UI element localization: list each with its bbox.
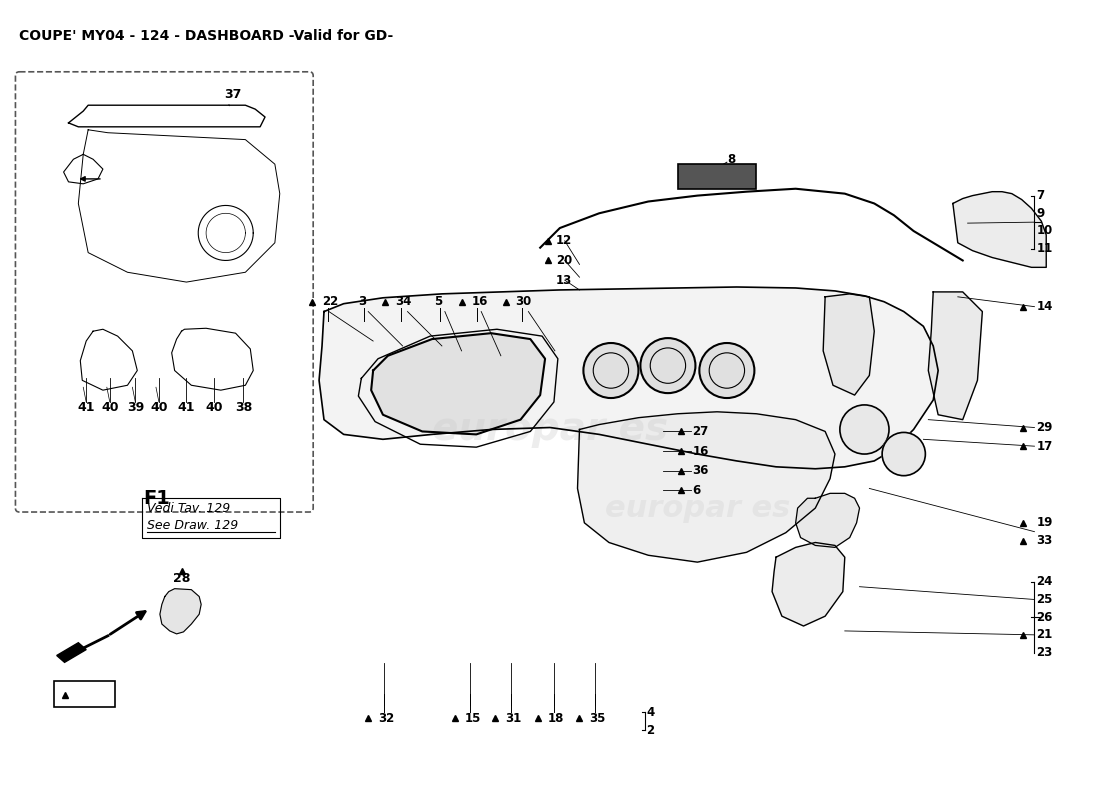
Text: 40: 40 — [206, 402, 222, 414]
Text: 17: 17 — [1036, 440, 1053, 453]
Text: 5: 5 — [434, 295, 442, 308]
Text: 15: 15 — [464, 712, 481, 725]
Text: 36: 36 — [693, 464, 708, 478]
Text: 10: 10 — [1036, 225, 1053, 238]
Text: 11: 11 — [1036, 242, 1053, 255]
Polygon shape — [578, 412, 835, 562]
Polygon shape — [928, 292, 982, 420]
Circle shape — [700, 343, 755, 398]
Text: 13: 13 — [556, 274, 572, 286]
Polygon shape — [64, 154, 103, 184]
Polygon shape — [772, 542, 845, 626]
Bar — [191, 349, 235, 366]
Text: 33: 33 — [1036, 534, 1053, 547]
Text: 12: 12 — [556, 234, 572, 247]
Text: Vedi Tav. 129: Vedi Tav. 129 — [147, 502, 230, 514]
Text: 7: 7 — [1036, 189, 1045, 202]
Text: 18: 18 — [548, 712, 564, 725]
Bar — [118, 108, 135, 118]
Text: F1: F1 — [143, 489, 170, 508]
Text: See Draw. 129: See Draw. 129 — [147, 519, 239, 532]
Text: 40: 40 — [151, 402, 167, 414]
Text: COUPE' MY04 - 124 - DASHBOARD -Valid for GD-: COUPE' MY04 - 124 - DASHBOARD -Valid for… — [20, 29, 394, 42]
Circle shape — [840, 405, 889, 454]
Bar — [54, 681, 114, 706]
Polygon shape — [160, 589, 201, 634]
Polygon shape — [319, 287, 938, 469]
Circle shape — [882, 433, 925, 476]
Text: 41: 41 — [178, 402, 195, 414]
Polygon shape — [371, 333, 546, 434]
Text: 25: 25 — [1036, 593, 1053, 606]
Text: 19: 19 — [1036, 516, 1053, 530]
Text: 39: 39 — [126, 402, 144, 414]
FancyBboxPatch shape — [15, 72, 313, 512]
Text: 23: 23 — [1036, 646, 1053, 659]
Text: europar es: europar es — [432, 410, 668, 449]
Text: = 1: = 1 — [74, 688, 104, 702]
Text: 8: 8 — [727, 153, 735, 166]
Text: 6: 6 — [693, 484, 701, 497]
Text: 31: 31 — [505, 712, 521, 725]
Polygon shape — [823, 294, 874, 395]
Text: 16: 16 — [472, 295, 487, 308]
Polygon shape — [795, 494, 859, 547]
Text: europar es: europar es — [605, 494, 790, 522]
Text: 14: 14 — [1036, 300, 1053, 313]
Circle shape — [640, 338, 695, 393]
Bar — [221, 108, 239, 118]
Text: 35: 35 — [590, 712, 606, 725]
Text: 38: 38 — [234, 402, 252, 414]
Text: autopar es: autopar es — [130, 211, 282, 235]
Text: 28: 28 — [173, 572, 190, 586]
Text: 3: 3 — [359, 295, 366, 308]
Text: 26: 26 — [1036, 610, 1053, 624]
Text: 34: 34 — [395, 295, 411, 308]
Text: 22: 22 — [322, 295, 339, 308]
Text: 41: 41 — [77, 402, 95, 414]
Text: 24: 24 — [1036, 575, 1053, 588]
Text: 20: 20 — [556, 254, 572, 267]
Text: 40: 40 — [101, 402, 119, 414]
Circle shape — [583, 343, 638, 398]
Polygon shape — [953, 192, 1046, 267]
Bar — [678, 164, 757, 189]
Polygon shape — [57, 642, 86, 662]
Text: 37: 37 — [223, 88, 241, 102]
Text: 27: 27 — [693, 425, 708, 438]
Text: 30: 30 — [516, 295, 532, 308]
Text: 4: 4 — [647, 706, 654, 719]
Text: 16: 16 — [693, 445, 708, 458]
Text: 32: 32 — [378, 712, 394, 725]
Polygon shape — [172, 328, 253, 390]
Text: 9: 9 — [1036, 206, 1045, 220]
Text: 29: 29 — [1036, 421, 1053, 434]
Polygon shape — [80, 330, 138, 390]
Text: 2: 2 — [647, 724, 654, 737]
Text: 21: 21 — [1036, 628, 1053, 642]
